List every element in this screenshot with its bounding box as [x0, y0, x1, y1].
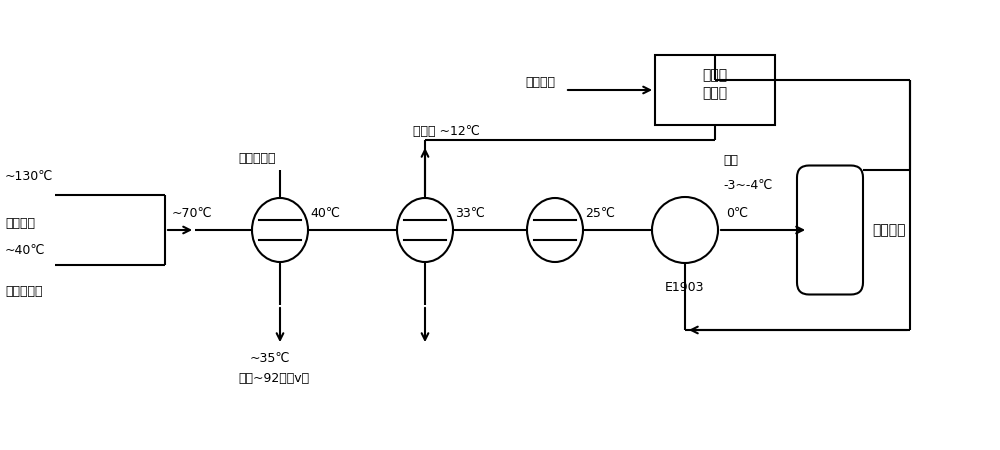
Bar [655, 55, 775, 125]
Text: 再接触罐: 再接触罐 [872, 223, 906, 237]
Text: ~40℃: ~40℃ [5, 244, 45, 257]
Text: 0℃: 0℃ [726, 207, 748, 220]
Text: ~130℃: ~130℃ [5, 170, 53, 183]
Text: 压缩式
氨制冷: 压缩式 氨制冷 [702, 68, 728, 100]
Text: -3~-4℃: -3~-4℃ [723, 179, 772, 192]
Text: 重整生成油: 重整生成油 [5, 285, 42, 298]
Text: 氢气~92％（v）: 氢气~92％（v） [238, 372, 309, 385]
Text: 生成油 ~12℃: 生成油 ~12℃ [413, 125, 480, 138]
Text: ~70℃: ~70℃ [172, 207, 212, 220]
Text: ~35℃: ~35℃ [250, 352, 290, 365]
Text: 冷氢: 冷氢 [723, 153, 738, 166]
Text: E1903: E1903 [665, 281, 705, 294]
Text: 含氢气体: 含氢气体 [5, 217, 35, 230]
Text: 33℃: 33℃ [455, 207, 485, 220]
Text: 电或蜀汽: 电或蜀汽 [525, 76, 555, 89]
Text: 25℃: 25℃ [585, 207, 615, 220]
Text: 40℃: 40℃ [310, 207, 340, 220]
Text: 循环冷却水: 循环冷却水 [238, 152, 276, 165]
